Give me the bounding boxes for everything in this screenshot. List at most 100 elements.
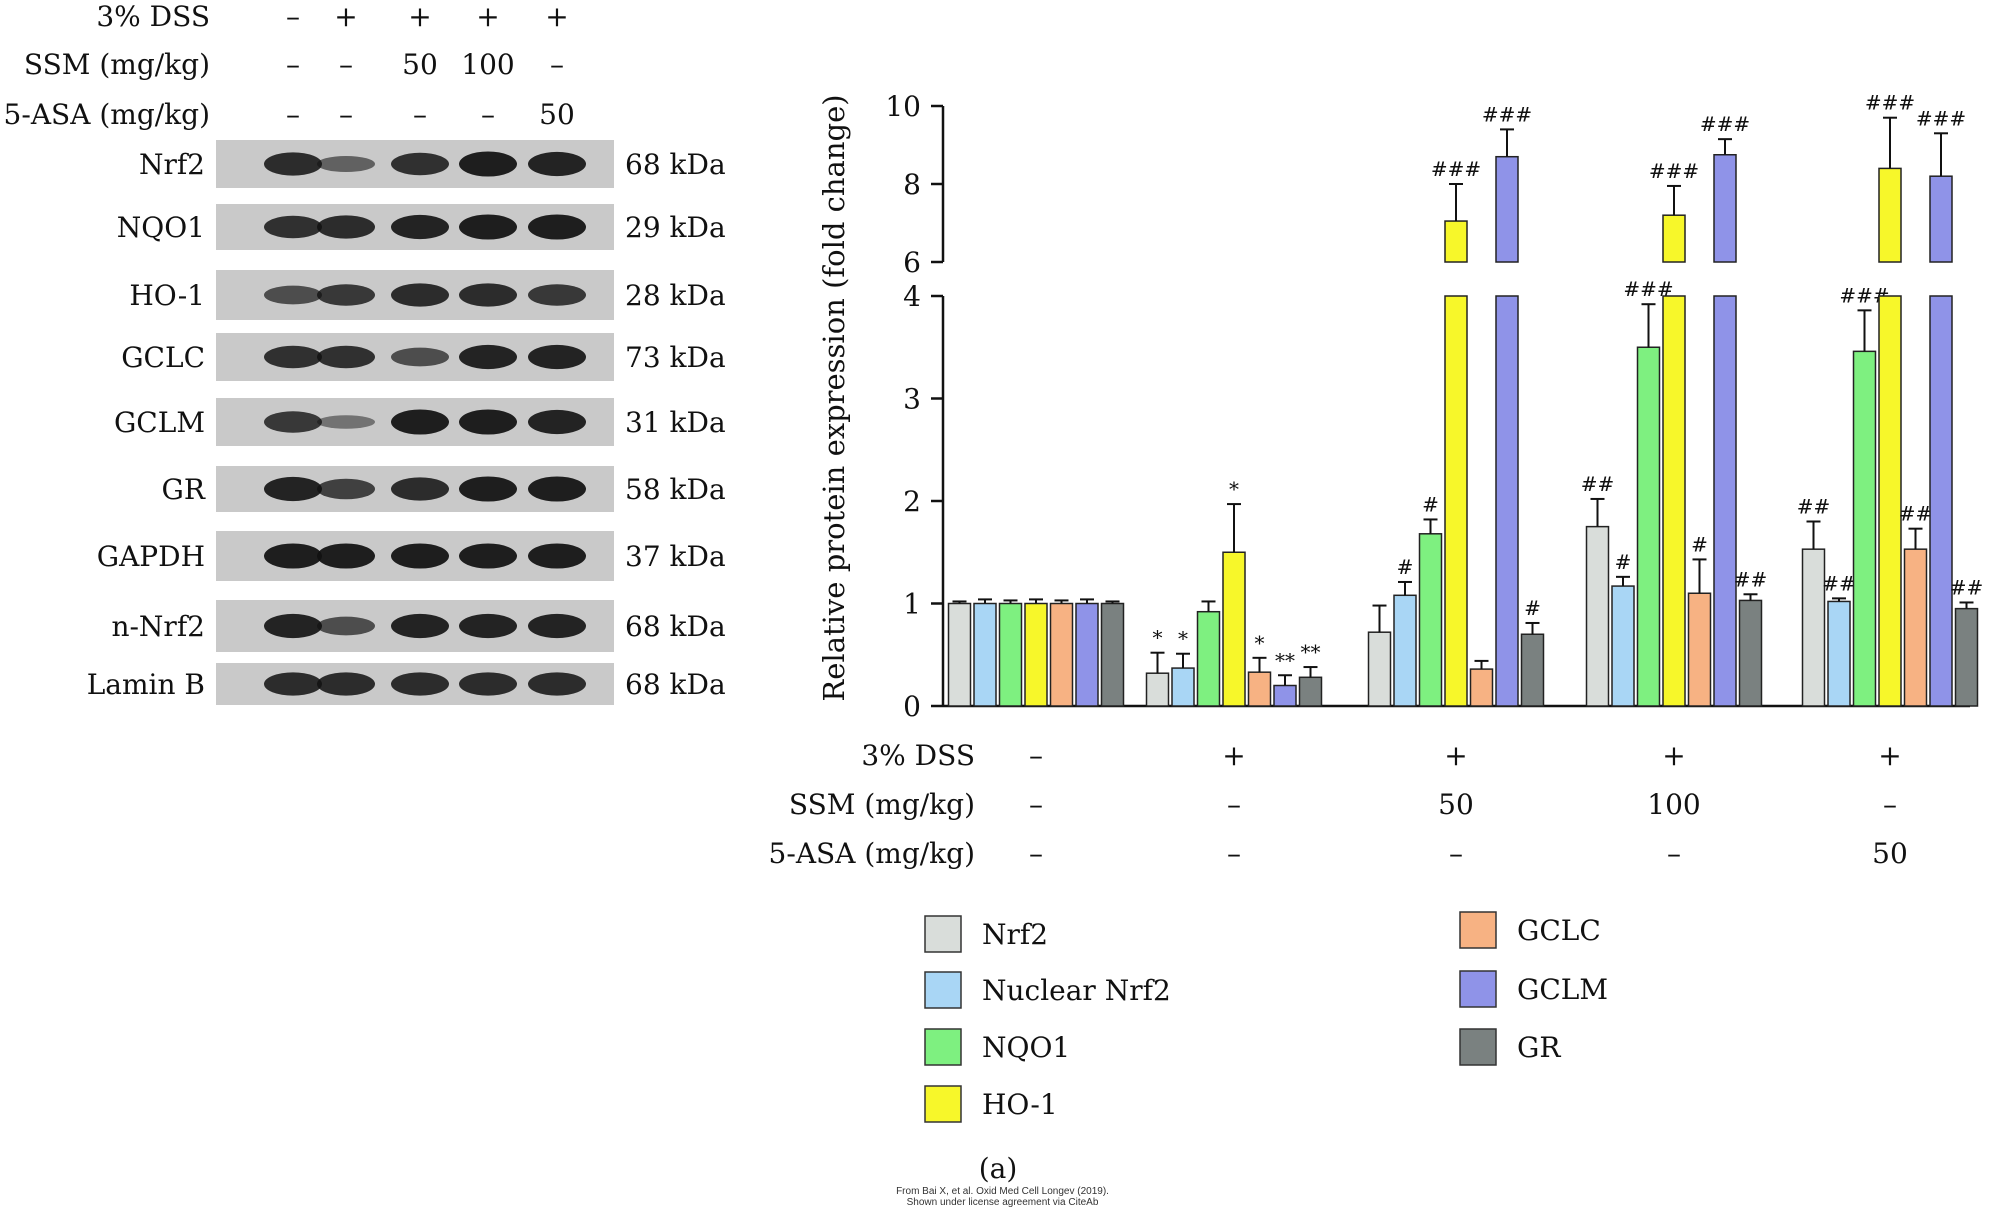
bar: [1687, 592, 1712, 707]
blot-band: [528, 214, 586, 240]
blot-condition-value: 100: [461, 48, 514, 81]
blot-condition-value: 50: [402, 48, 438, 81]
bar: [1929, 175, 1953, 263]
bar: [1611, 585, 1635, 707]
bar: [1100, 602, 1125, 707]
significance-mark: **: [1275, 648, 1295, 672]
bar: [1878, 167, 1902, 263]
blot-band: [391, 672, 449, 696]
blot-protein-label: Nrf2: [139, 148, 205, 181]
blot-band: [528, 284, 586, 306]
blot-band: [391, 283, 449, 307]
significance-mark: ##: [1950, 575, 1984, 599]
legend-label: HO-1: [982, 1088, 1058, 1121]
significance-mark: ###: [1865, 91, 1915, 115]
y-tick-label: 6: [903, 246, 921, 279]
blot-band: [264, 152, 322, 176]
blot-band: [528, 476, 586, 502]
significance-mark: #: [1422, 492, 1439, 516]
x-condition-value: –: [1227, 788, 1241, 821]
bar-chart-panel: Relative protein expression (fold change…: [769, 90, 1984, 1185]
bar: [1298, 676, 1323, 707]
blot-protein-label: GR: [162, 473, 206, 506]
blot-condition-value: +: [545, 0, 568, 33]
legend-label: Nuclear Nrf2: [982, 974, 1171, 1007]
significance-mark: ###: [1649, 159, 1699, 183]
x-condition-value: –: [1029, 739, 1043, 772]
legend-label: NQO1: [982, 1031, 1070, 1064]
y-axis-title: Relative protein expression (fold change…: [817, 94, 851, 701]
blot-band: [264, 215, 322, 239]
significance-mark: *: [1153, 626, 1163, 650]
blot-band: [317, 155, 375, 173]
significance-mark: ##: [1734, 567, 1768, 591]
bar: [1495, 295, 1519, 707]
blot-condition-value: 50: [539, 98, 575, 131]
bar: [1049, 602, 1074, 707]
significance-mark: #: [1524, 596, 1541, 620]
blot-band: [317, 543, 375, 569]
blot-protein-label: NQO1: [117, 211, 205, 244]
bar: [1738, 599, 1763, 707]
legend-swatch: [1459, 911, 1497, 949]
significance-mark: **: [1301, 640, 1321, 664]
legend-label: Nrf2: [982, 918, 1048, 951]
blot-condition-label: 5-ASA (mg/kg): [4, 98, 210, 131]
blot-kda-label: 73 kDa: [625, 341, 726, 374]
image-credit: From Bai X, et al. Oxid Med Cell Longev …: [0, 1186, 2005, 1208]
x-condition-value: 100: [1647, 788, 1700, 821]
blot-kda-label: 29 kDa: [625, 211, 726, 244]
blot-band: [317, 478, 375, 500]
legend-swatch: [924, 1028, 962, 1066]
blot-band: [317, 672, 375, 696]
significance-mark: *: [1229, 477, 1239, 501]
bar: [1367, 631, 1392, 707]
blot-band: [528, 409, 586, 435]
credit-line-1: From Bai X, et al. Oxid Med Cell Longev …: [896, 1186, 1109, 1197]
y-tick-label: 3: [903, 383, 921, 416]
blot-condition-value: –: [339, 98, 353, 131]
bar: [1222, 551, 1246, 707]
blot-protein-label: n-Nrf2: [111, 610, 205, 643]
bar: [1585, 525, 1610, 707]
blot-band: [391, 214, 449, 240]
x-condition-value: –: [1883, 788, 1897, 821]
x-condition-value: +: [1222, 739, 1245, 772]
bar: [1418, 533, 1443, 707]
blot-condition-value: –: [550, 48, 564, 81]
bar: [1801, 548, 1826, 707]
blot-condition-value: –: [286, 48, 300, 81]
blot-kda-label: 37 kDa: [625, 540, 726, 573]
significance-mark: #: [1691, 532, 1708, 556]
blot-band: [459, 476, 517, 502]
significance-mark: #: [1615, 550, 1632, 574]
bar: [973, 602, 997, 707]
bar: [1636, 346, 1661, 707]
blot-band: [528, 151, 586, 177]
blot-band: [459, 344, 517, 370]
x-condition-value: 50: [1872, 837, 1908, 870]
legend-swatch: [1459, 1028, 1497, 1066]
bar: [1954, 607, 1979, 707]
bar: [1444, 295, 1468, 707]
legend-label: GR: [1517, 1031, 1561, 1064]
y-tick-label: 10: [885, 90, 921, 123]
blot-condition-value: –: [286, 0, 300, 33]
significance-mark: ###: [1700, 112, 1750, 136]
blot-kda-label: 28 kDa: [625, 279, 726, 312]
x-condition-value: 50: [1438, 788, 1474, 821]
blot-kda-label: 68 kDa: [625, 610, 726, 643]
blot-band: [391, 409, 449, 435]
bar: [1273, 684, 1297, 707]
bar: [1495, 155, 1519, 263]
blot-condition-label: SSM (mg/kg): [24, 48, 210, 81]
blot-band: [459, 409, 517, 435]
significance-mark: ##: [1899, 502, 1933, 526]
bar: [1075, 602, 1099, 707]
blot-band: [264, 672, 322, 696]
axis-break-gap: [929, 267, 959, 291]
significance-mark: #: [1397, 555, 1414, 579]
bar: [947, 602, 972, 707]
blot-protein-label: GCLC: [121, 341, 205, 374]
blot-band: [317, 215, 375, 239]
